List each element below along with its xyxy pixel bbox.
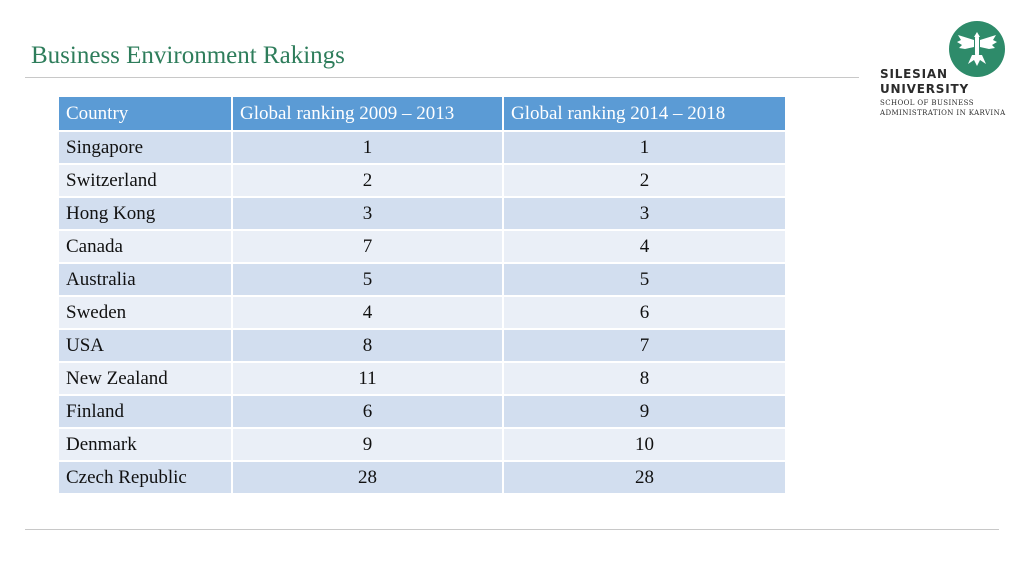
rank-2009-2013-cell: 28 (232, 460, 504, 493)
table-header-row: Country Global ranking 2009 – 2013 Globa… (59, 97, 787, 131)
rank-2014-2018-cell: 4 (503, 229, 787, 263)
rankings-table: Country Global ranking 2009 – 2013 Globa… (59, 97, 787, 493)
header-country: Country (59, 97, 233, 131)
logo-text-school: SCHOOL OF BUSINESS (880, 99, 974, 107)
header-ranking-2009-2013: Global ranking 2009 – 2013 (232, 97, 504, 131)
slide-title: Business Environment Rakings (31, 42, 345, 69)
country-cell: Australia (59, 262, 233, 296)
table-row: New Zealand 11 8 (59, 361, 787, 395)
university-logo: SILESIAN UNIVERSITY SCHOOL OF BUSINESS A… (880, 20, 1020, 130)
rank-2014-2018-cell: 7 (503, 328, 787, 362)
rank-2014-2018-cell: 3 (503, 196, 787, 230)
country-cell: Denmark (59, 427, 233, 461)
table-row: Singapore 1 1 (59, 130, 787, 164)
rank-2009-2013-cell: 9 (232, 427, 504, 461)
header-ranking-2014-2018: Global ranking 2014 – 2018 (503, 97, 787, 131)
table-row: Finland 6 9 (59, 394, 787, 428)
logo-text-administration: ADMINISTRATION IN KARVINA (880, 109, 1006, 117)
country-cell: Sweden (59, 295, 233, 329)
table-row: Switzerland 2 2 (59, 163, 787, 197)
rank-2014-2018-cell: 5 (503, 262, 787, 296)
table-row: Czech Republic 28 28 (59, 460, 787, 493)
rank-2014-2018-cell: 2 (503, 163, 787, 197)
rank-2009-2013-cell: 4 (232, 295, 504, 329)
rank-2009-2013-cell: 2 (232, 163, 504, 197)
country-cell: Hong Kong (59, 196, 233, 230)
country-cell: Finland (59, 394, 233, 428)
table-row: Sweden 4 6 (59, 295, 787, 329)
rank-2014-2018-cell: 28 (503, 460, 787, 493)
country-cell: New Zealand (59, 361, 233, 395)
rank-2009-2013-cell: 3 (232, 196, 504, 230)
logo-text-university: UNIVERSITY (880, 82, 969, 96)
rank-2009-2013-cell: 5 (232, 262, 504, 296)
table-row: Australia 5 5 (59, 262, 787, 296)
logo-text-silesian: SILESIAN (880, 67, 948, 81)
rank-2014-2018-cell: 9 (503, 394, 787, 428)
country-cell: Singapore (59, 130, 233, 164)
rank-2009-2013-cell: 1 (232, 130, 504, 164)
country-cell: Switzerland (59, 163, 233, 197)
rank-2014-2018-cell: 1 (503, 130, 787, 164)
rank-2009-2013-cell: 7 (232, 229, 504, 263)
rank-2014-2018-cell: 6 (503, 295, 787, 329)
rank-2009-2013-cell: 11 (232, 361, 504, 395)
country-cell: USA (59, 328, 233, 362)
rank-2014-2018-cell: 8 (503, 361, 787, 395)
eagle-emblem-icon (949, 21, 1005, 77)
rank-2009-2013-cell: 8 (232, 328, 504, 362)
table-row: Hong Kong 3 3 (59, 196, 787, 230)
table-row: Denmark 9 10 (59, 427, 787, 461)
footer-divider (25, 529, 999, 530)
table-row: USA 8 7 (59, 328, 787, 362)
table-row: Canada 7 4 (59, 229, 787, 263)
rank-2009-2013-cell: 6 (232, 394, 504, 428)
title-divider (25, 77, 859, 78)
country-cell: Czech Republic (59, 460, 233, 493)
rank-2014-2018-cell: 10 (503, 427, 787, 461)
country-cell: Canada (59, 229, 233, 263)
